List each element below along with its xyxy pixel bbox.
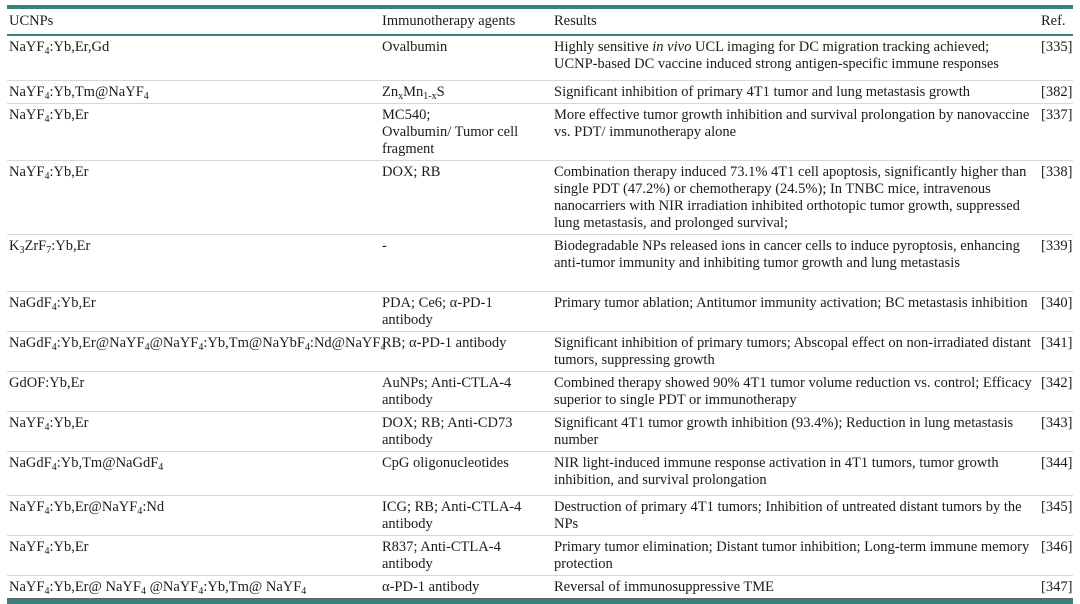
- results-cell: Biodegradable NPs released ions in cance…: [554, 237, 1020, 271]
- ref-cell: [347]: [1041, 578, 1073, 595]
- results-cell: Destruction of primary 4T1 tumors; Inhib…: [554, 498, 1022, 532]
- ucnp-cell: NaYF4:Yb,Er@NaYF4:Nd: [9, 498, 165, 517]
- ucnp-cell: NaGdF4:Yb,Tm@NaGdF4: [9, 454, 164, 473]
- ref-cell: [344]: [1041, 454, 1073, 471]
- agents-cell: α-PD-1 antibody: [382, 578, 480, 595]
- ucnp-cell: GdOF:Yb,Er: [9, 374, 85, 391]
- table-row: NaYF4:Yb,Er,Gd Ovalbumin Highly sensitiv…: [7, 35, 1073, 80]
- agents-cell: RB; α-PD-1 antibody: [382, 334, 507, 351]
- table-row: NaGdF4:Yb,Er@NaYF4@NaYF4:Yb,Tm@NaYbF4:Nd…: [7, 331, 1073, 371]
- column-header-ucnps: UCNPs: [7, 9, 380, 36]
- ref-cell: [345]: [1041, 498, 1073, 515]
- ucnp-immunotherapy-table: UCNPs Immunotherapy agents Results Ref. …: [7, 9, 1073, 599]
- agents-cell: DOX; RB: [382, 163, 441, 180]
- results-cell: Primary tumor elimination; Distant tumor…: [554, 538, 1030, 572]
- ref-cell: [342]: [1041, 374, 1073, 391]
- ucnp-cell: NaYF4:Yb,Er@ NaYF4 @NaYF4:Yb,Tm@ NaYF4: [9, 578, 307, 597]
- column-header-agents: Immunotherapy agents: [380, 9, 552, 36]
- ref-cell: [339]: [1041, 237, 1073, 254]
- agents-cell: PDA; Ce6; α-PD-1 antibody: [382, 294, 493, 328]
- table-row: NaYF4:Yb,Er R837; Anti-CTLA-4 antibody P…: [7, 535, 1073, 575]
- agents-cell: -: [382, 237, 387, 254]
- ucnp-cell: NaYF4:Yb,Er: [9, 414, 89, 433]
- results-cell: Highly sensitive in vivo UCL imaging for…: [554, 39, 999, 72]
- results-cell: Primary tumor ablation; Antitumor immuni…: [554, 294, 1028, 311]
- table-row: NaYF4:Yb,Er MC540; Ovalbumin/ Tumor cell…: [7, 103, 1073, 160]
- reference-table-container: UCNPs Immunotherapy agents Results Ref. …: [7, 5, 1073, 604]
- agents-cell: Ovalbumin: [382, 39, 448, 55]
- results-cell: NIR light-induced immune response activa…: [554, 454, 999, 488]
- table-row: NaYF4:Yb,Er DOX; RB; Anti-CD73 antibody …: [7, 411, 1073, 451]
- ref-cell: [335]: [1041, 39, 1073, 55]
- table-row: NaGdF4:Yb,Tm@NaGdF4 CpG oligonucleotides…: [7, 451, 1073, 495]
- agents-cell: R837; Anti-CTLA-4 antibody: [382, 538, 501, 572]
- column-header-results: Results: [552, 9, 1039, 36]
- table-row: K3ZrF7:Yb,Er - Biodegradable NPs release…: [7, 234, 1073, 291]
- ref-cell: [346]: [1041, 538, 1073, 555]
- ref-cell: [337]: [1041, 106, 1073, 123]
- agents-cell: AuNPs; Anti-CTLA-4 antibody: [382, 374, 512, 408]
- agents-cell: MC540; Ovalbumin/ Tumor cell fragment: [382, 106, 519, 157]
- table-row: NaYF4:Yb,Tm@NaYF4 ZnxMn1-xS Significant …: [7, 80, 1073, 103]
- table-row: NaGdF4:Yb,Er PDA; Ce6; α-PD-1 antibody P…: [7, 291, 1073, 331]
- agents-cell: CpG oligonucleotides: [382, 454, 509, 471]
- agents-cell: ICG; RB; Anti-CTLA-4 antibody: [382, 498, 522, 532]
- column-header-ref: Ref.: [1039, 9, 1073, 36]
- results-cell: Combined therapy showed 90% 4T1 tumor vo…: [554, 374, 1032, 408]
- ucnp-cell: NaYF4:Yb,Tm@NaYF4: [9, 83, 149, 102]
- table-top-rule: [7, 5, 1073, 9]
- results-cell: Significant inhibition of primary tumors…: [554, 334, 1031, 368]
- table-row: NaYF4:Yb,Er@NaYF4:Nd ICG; RB; Anti-CTLA-…: [7, 495, 1073, 535]
- results-cell: Reversal of immunosuppressive TME: [554, 578, 775, 595]
- ref-cell: [343]: [1041, 414, 1073, 431]
- ref-cell: [341]: [1041, 334, 1073, 351]
- ucnp-cell: K3ZrF7:Yb,Er: [9, 237, 91, 256]
- results-cell: Combination therapy induced 73.1% 4T1 ce…: [554, 163, 1027, 231]
- ucnp-cell: NaGdF4:Yb,Er@NaYF4@NaYF4:Yb,Tm@NaYbF4:Nd…: [9, 334, 386, 353]
- table-row: NaYF4:Yb,Er@ NaYF4 @NaYF4:Yb,Tm@ NaYF4 α…: [7, 575, 1073, 598]
- ref-cell: [340]: [1041, 294, 1073, 311]
- results-cell: Significant inhibition of primary 4T1 tu…: [554, 83, 971, 100]
- table-row: GdOF:Yb,Er AuNPs; Anti-CTLA-4 antibody C…: [7, 371, 1073, 411]
- results-cell: More effective tumor growth inhibition a…: [554, 106, 1030, 140]
- ucnp-cell: NaYF4:Yb,Er,Gd: [9, 39, 110, 57]
- agents-cell: DOX; RB; Anti-CD73 antibody: [382, 414, 513, 448]
- ucnp-cell: NaGdF4:Yb,Er: [9, 294, 96, 313]
- ucnp-cell: NaYF4:Yb,Er: [9, 106, 89, 125]
- ucnp-cell: NaYF4:Yb,Er: [9, 163, 89, 182]
- table-header-row: UCNPs Immunotherapy agents Results Ref.: [7, 9, 1073, 36]
- results-cell: Significant 4T1 tumor growth inhibition …: [554, 414, 1014, 448]
- table-row: NaYF4:Yb,Er DOX; RB Combination therapy …: [7, 160, 1073, 234]
- agents-cell: ZnxMn1-xS: [382, 83, 445, 102]
- ucnp-cell: NaYF4:Yb,Er: [9, 538, 89, 557]
- ref-cell: [382]: [1041, 83, 1073, 100]
- ref-cell: [338]: [1041, 163, 1073, 180]
- table-bottom-rule: [7, 598, 1073, 604]
